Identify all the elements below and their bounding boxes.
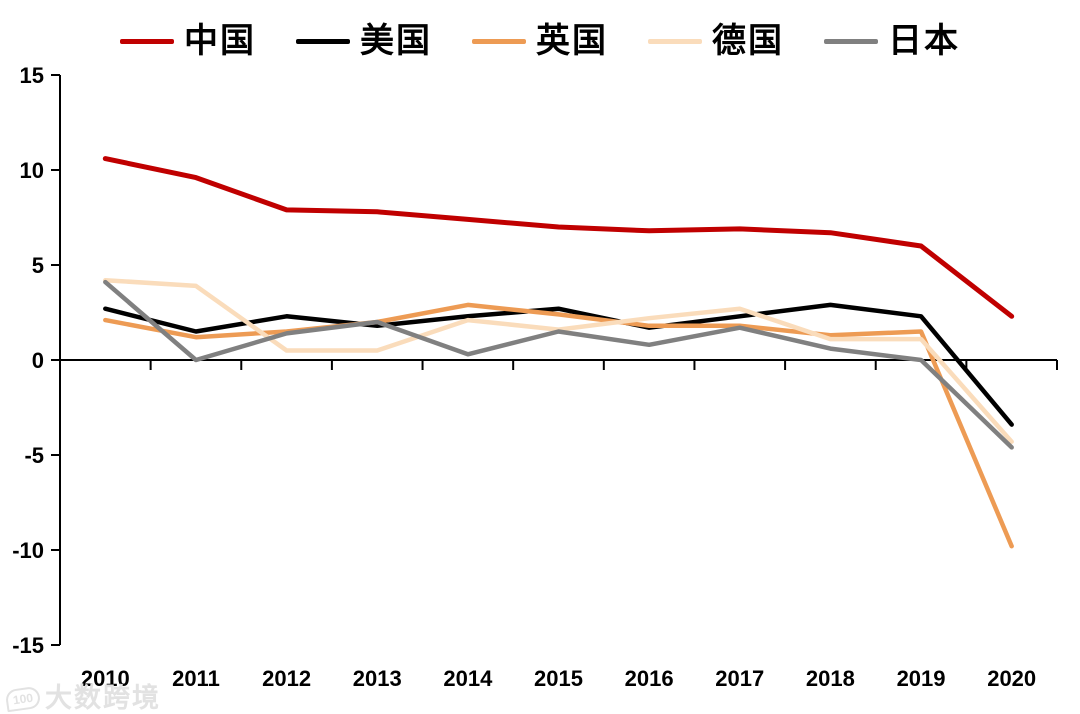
watermark-text: 大数跨境 <box>45 683 162 714</box>
x-axis-tick-label: 2014 <box>443 666 493 691</box>
y-axis-tick-label: 5 <box>32 253 44 278</box>
legend-label-usa: 美国 <box>360 21 432 61</box>
watermark: 100 大数跨境 <box>4 683 162 714</box>
x-axis-tick-label: 2010 <box>81 666 130 691</box>
x-axis-tick-label: 2018 <box>806 666 855 691</box>
legend-label-germany: 德国 <box>712 21 784 61</box>
chart-legend: 中国 美国 英国 德国 日本 <box>0 16 1080 66</box>
x-axis-tick-label: 2019 <box>897 666 946 691</box>
y-axis-tick-label: -10 <box>12 538 44 563</box>
legend-swatch-usa <box>296 38 350 44</box>
x-axis-tick-label: 2015 <box>534 666 583 691</box>
x-axis-tick-label: 2017 <box>715 666 764 691</box>
legend-item-china: 中国 <box>120 24 256 58</box>
series-line-usa <box>103 302 1014 427</box>
legend-swatch-uk <box>472 38 526 44</box>
y-axis-tick-label: 0 <box>32 348 44 373</box>
legend-swatch-japan <box>824 38 878 44</box>
y-axis-tick-label: 15 <box>20 63 44 88</box>
x-axis-tick-label: 2012 <box>262 666 311 691</box>
x-axis-tick-label: 2020 <box>987 666 1036 691</box>
legend-label-china: 中国 <box>184 21 256 61</box>
x-axis-tick-label: 2011 <box>172 666 220 691</box>
legend-swatch-china <box>120 38 174 44</box>
legend-label-japan: 日本 <box>888 21 960 61</box>
series-line-china <box>102 156 1015 319</box>
legend-item-japan: 日本 <box>824 24 960 58</box>
legend-swatch-germany <box>648 38 702 44</box>
legend-item-germany: 德国 <box>648 24 784 58</box>
y-axis-tick-label: -5 <box>24 443 44 468</box>
y-axis-tick-label: -15 <box>12 633 44 658</box>
watermark-logo-icon: 100 <box>4 685 42 712</box>
legend-item-usa: 美国 <box>296 24 432 58</box>
series-line-japan <box>103 279 1014 450</box>
y-axis-tick-label: 10 <box>20 158 44 183</box>
legend-item-uk: 英国 <box>472 24 608 58</box>
x-axis-tick-label: 2013 <box>353 666 402 691</box>
x-axis-tick-label: 2016 <box>625 666 674 691</box>
legend-label-uk: 英国 <box>536 21 608 61</box>
series-line-uk <box>103 302 1014 549</box>
